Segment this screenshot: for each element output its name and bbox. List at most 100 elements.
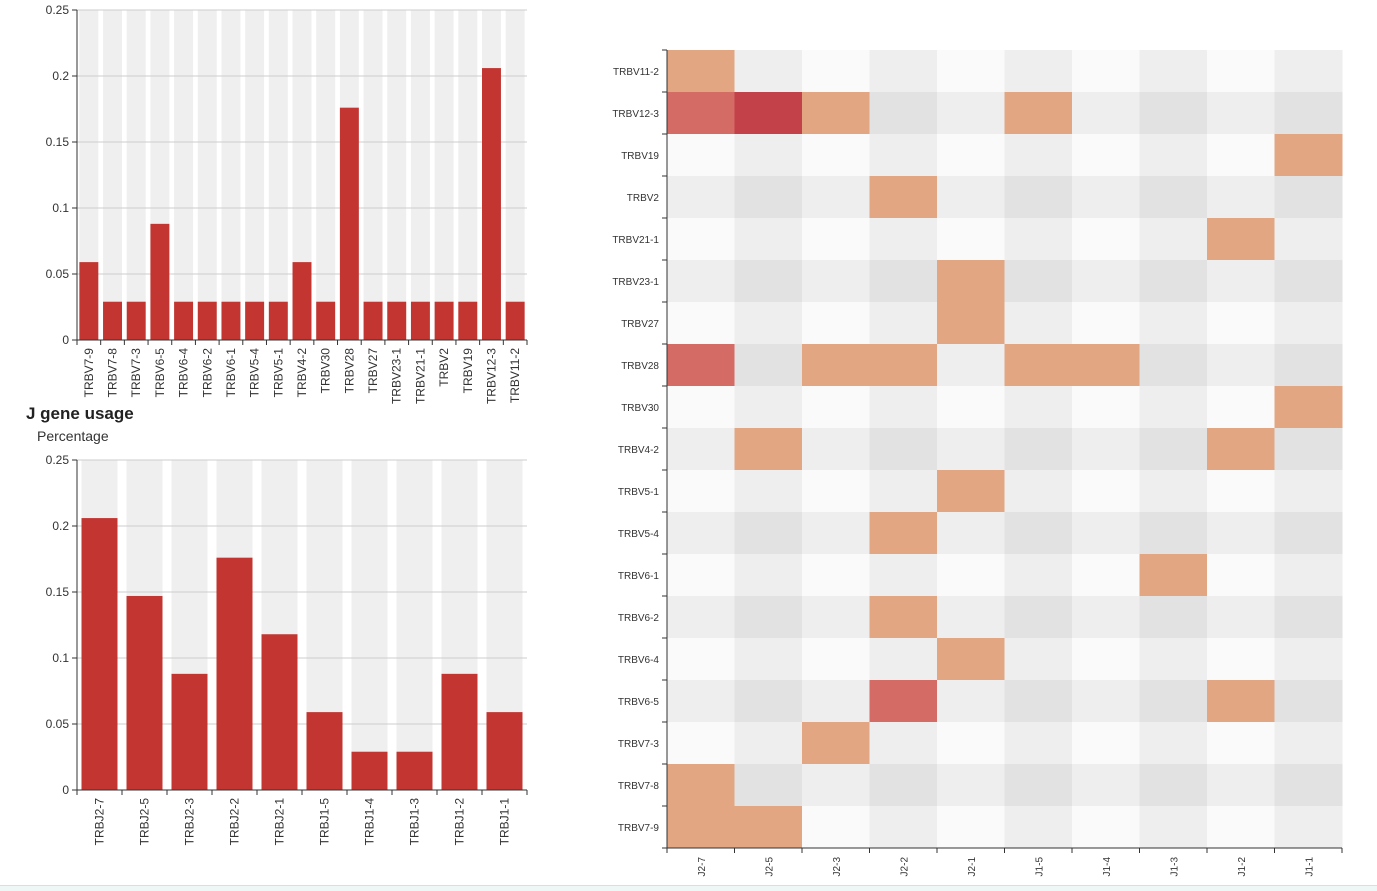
v-chart-x-tick-label: TRBV6-1 <box>224 348 238 398</box>
v-chart-background-bar <box>79 10 99 340</box>
heatmap-cell <box>1072 134 1140 177</box>
v-chart-background-bar <box>245 10 265 340</box>
heatmap-cell <box>869 722 938 765</box>
heatmap-cell <box>1004 428 1073 471</box>
heatmap-cell <box>802 218 870 261</box>
heatmap-cell <box>734 554 803 597</box>
heatmap-cell <box>869 764 938 807</box>
heatmap-y-tick-label: TRBV7-9 <box>618 823 660 834</box>
heatmap-cell <box>667 344 735 387</box>
heatmap-cell <box>667 554 735 597</box>
heatmap-cell <box>802 680 870 723</box>
v-chart-bar <box>103 301 122 340</box>
heatmap-cell <box>734 134 803 177</box>
heatmap-cell <box>802 344 870 387</box>
v-chart-x-tick-label: TRBV5-4 <box>248 348 262 398</box>
heatmap-cell <box>1004 470 1073 513</box>
j-chart-background-bar <box>396 460 433 790</box>
v-chart-bar <box>434 301 454 340</box>
heatmap-cell <box>1207 344 1275 387</box>
heatmap-cell <box>734 680 803 723</box>
heatmap-cell <box>1274 92 1343 135</box>
heatmap-cell <box>667 470 735 513</box>
v-chart-background-bar <box>363 10 383 340</box>
heatmap-cell <box>1274 722 1343 765</box>
heatmap-y-tick-label: TRBV12-3 <box>612 109 659 120</box>
heatmap-y-tick-label: TRBV23-1 <box>612 277 659 288</box>
heatmap-cell <box>1207 722 1275 765</box>
heatmap-cell <box>1139 134 1208 177</box>
v-chart-x-tick-label: TRBV30 <box>319 348 333 394</box>
heatmap-cell <box>1139 218 1208 261</box>
heatmap-x-tick-label: J1-5 <box>1034 857 1045 877</box>
v-chart-bar <box>268 301 288 340</box>
heatmap-cell <box>1139 344 1208 387</box>
heatmap-cell <box>1207 302 1275 345</box>
heatmap-cell <box>869 638 938 681</box>
v-chart-x-tick-label: TRBV6-5 <box>153 348 167 398</box>
heatmap-y-tick-label: TRBV19 <box>621 151 659 162</box>
heatmap-cell <box>869 302 938 345</box>
heatmap-x-tick-label: J1-1 <box>1304 857 1315 877</box>
v-chart-bar <box>197 301 217 340</box>
heatmap-cell <box>1139 806 1208 849</box>
heatmap-cell <box>734 302 803 345</box>
heatmap-cell <box>1004 302 1073 345</box>
heatmap-cell <box>1207 92 1275 135</box>
v-chart-x-tick-label: TRBV27 <box>366 348 380 394</box>
v-chart-y-tick-label: 0.1 <box>52 201 69 215</box>
j-chart-bar <box>396 751 433 790</box>
j-chart-y-tick-label: 0.15 <box>46 585 70 599</box>
j-chart-x-tick-label: TRBJ2-5 <box>138 798 152 846</box>
heatmap-cell <box>937 176 1005 219</box>
heatmap-cell <box>734 764 803 807</box>
heatmap-cell <box>667 50 735 93</box>
j-gene-usage-bar-chart: 0 0.05 0.1 0.15 0.2 0.25 TRBJ2-7 TRBJ2-5 TRBJ2-3… <box>46 453 528 846</box>
heatmap-x-tick-label: J2-1 <box>967 857 978 877</box>
j-chart-y-tick-label: 0.1 <box>52 651 69 665</box>
heatmap-cell <box>802 176 870 219</box>
heatmap-y-tick-label: TRBV2 <box>627 193 660 204</box>
heatmap-cell <box>937 596 1005 639</box>
heatmap-cell <box>937 218 1005 261</box>
heatmap-cell <box>869 428 938 471</box>
heatmap-cell <box>1004 764 1073 807</box>
heatmap-cell <box>1207 680 1275 723</box>
heatmap-cell <box>1072 722 1140 765</box>
heatmap-cell <box>937 50 1005 93</box>
heatmap-cell <box>1274 50 1343 93</box>
heatmap-cell <box>1274 176 1343 219</box>
heatmap-cell <box>734 722 803 765</box>
heatmap-cell <box>1274 428 1343 471</box>
heatmap-cell <box>937 722 1005 765</box>
heatmap-cell <box>1004 722 1073 765</box>
heatmap-cell <box>1004 134 1073 177</box>
v-chart-y-tick-label: 0.15 <box>46 135 70 149</box>
v-chart-x-tick-label: TRBV21-1 <box>413 348 427 404</box>
v-chart-x-tick-label: TRBV4-2 <box>295 348 309 398</box>
heatmap-cell <box>667 386 735 429</box>
heatmap-cell <box>1274 218 1343 261</box>
heatmap-cell <box>869 512 938 555</box>
heatmap-cell <box>1274 680 1343 723</box>
heatmap-cell <box>802 386 870 429</box>
heatmap-y-tick-label: TRBV28 <box>621 361 659 372</box>
heatmap-cell <box>667 680 735 723</box>
heatmap-cell <box>802 596 870 639</box>
heatmap-cell <box>1072 680 1140 723</box>
heatmap-cell <box>1072 512 1140 555</box>
heatmap-cell <box>1139 554 1208 597</box>
heatmap-cell <box>1004 260 1073 303</box>
heatmap-cell <box>1207 806 1275 849</box>
vj-pairing-heatmap: TRBV11-2 TRBV12-3 TRBV19 TRBV2 TRBV21-1 TRBV2… <box>612 49 1343 877</box>
heatmap-y-tick-label: TRBV30 <box>621 403 659 414</box>
heatmap-cell <box>1072 344 1140 387</box>
heatmap-y-tick-label: TRBV6-4 <box>618 655 660 666</box>
heatmap-cell <box>734 512 803 555</box>
v-chart-x-tick-label: TRBV6-2 <box>200 348 214 398</box>
j-chart-x-tick-label: TRBJ1-1 <box>498 798 512 846</box>
heatmap-cell <box>1274 344 1343 387</box>
heatmap-cell <box>734 428 803 471</box>
heatmap-cell <box>1274 134 1343 177</box>
v-chart-background-bar <box>174 10 194 340</box>
